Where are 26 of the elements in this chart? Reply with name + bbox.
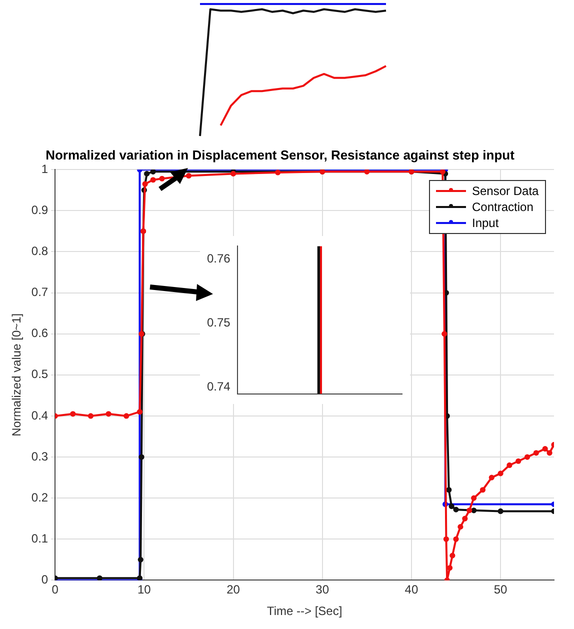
y-tick-label: 0.2 <box>31 490 48 504</box>
x-tick-label: 20 <box>226 582 240 597</box>
legend-label: Contraction <box>472 200 534 214</box>
y-tick-label: 0.4 <box>31 408 48 422</box>
chart-title: Normalized variation in Displacement Sensor, Resistance against step input <box>46 147 516 162</box>
y-tick-label: 0.75 <box>206 316 231 330</box>
x-tick-label: 10 <box>137 582 152 597</box>
x-axis-title: Time --> [Sec] <box>266 604 342 618</box>
y-tick-label: 1 <box>41 162 48 176</box>
y-tick-label: 0.8 <box>31 244 48 258</box>
legend-label: Sensor Data <box>472 184 539 198</box>
y-tick-label: 0.9 <box>31 202 48 217</box>
y-axis-title: Normalized value [0~1] <box>10 313 24 436</box>
x-tick-label: 40 <box>404 582 418 597</box>
legend-label: Input <box>472 216 499 230</box>
x-tick-label: 30 <box>316 582 330 597</box>
y-tick-label: 0.6 <box>31 326 48 340</box>
y-tick-label: 0.74 <box>206 380 231 394</box>
y-tick-label: 0.3 <box>31 449 48 464</box>
x-tick-label: 0 <box>52 582 59 597</box>
y-tick-label: 0 <box>41 572 48 587</box>
x-tick-label: 50 <box>494 582 508 597</box>
y-tick-label: 0.76 <box>206 251 231 266</box>
y-tick-label: 0.5 <box>31 367 48 382</box>
y-tick-label: 0.7 <box>31 285 48 300</box>
y-tick-label: 0.1 <box>31 531 48 546</box>
